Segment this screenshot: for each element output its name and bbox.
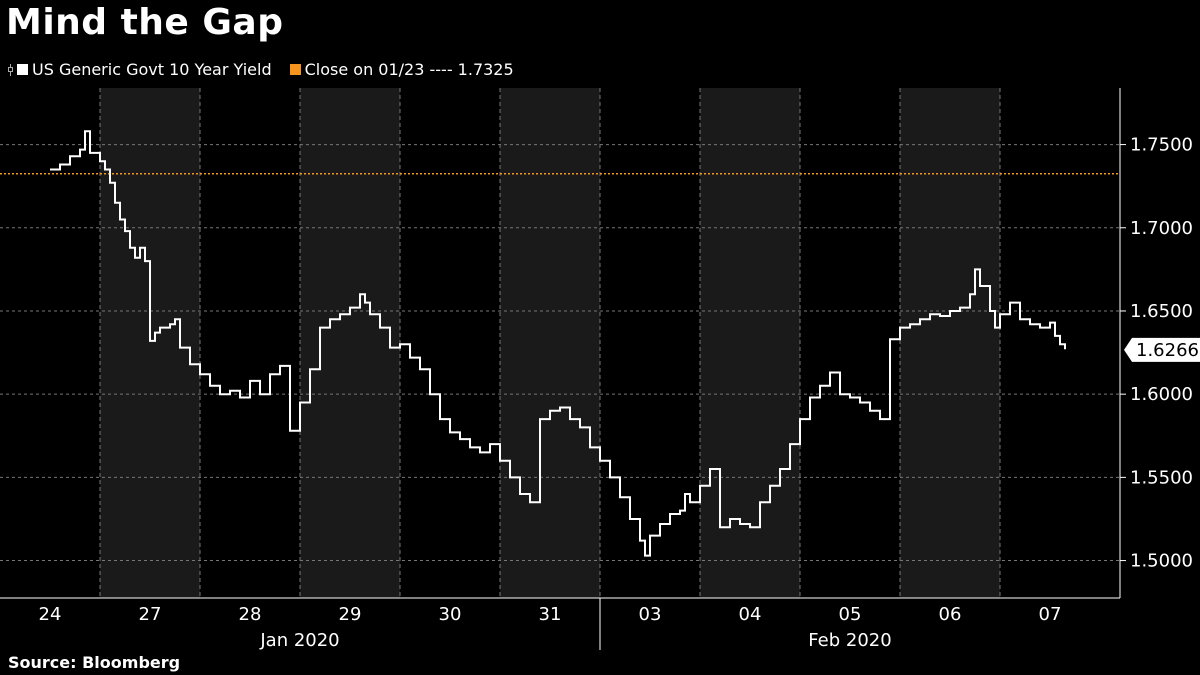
x-tick-label: 03	[639, 604, 662, 625]
x-tick-label: 30	[439, 604, 462, 625]
x-tick-label: 29	[339, 604, 362, 625]
legend: US Generic Govt 10 Year Yield Close on 0…	[8, 60, 532, 79]
x-tick-label: 28	[239, 604, 262, 625]
x-tick-label: 07	[1039, 604, 1062, 625]
chart-title: Mind the Gap	[6, 2, 284, 43]
y-tick-label: 1.5500	[1130, 467, 1193, 488]
orange-square-icon	[289, 64, 301, 75]
month-label-feb: Feb 2020	[808, 630, 891, 651]
x-tick-label: 27	[139, 604, 162, 625]
y-tick-label: 1.6000	[1130, 384, 1193, 405]
shaded-day-band	[700, 88, 800, 598]
y-tick-label: 1.5000	[1130, 551, 1193, 572]
last-value-badge	[1124, 337, 1200, 362]
yield-series-line	[50, 130, 1066, 557]
month-label-jan: Jan 2020	[259, 630, 339, 651]
legend-item-close: Close on 01/23 ---- 1.7325	[289, 60, 514, 79]
y-tick-label: 1.7000	[1130, 218, 1193, 239]
x-tick-label: 06	[939, 604, 962, 625]
shaded-day-band	[100, 88, 200, 598]
y-tick-label: 1.6500	[1130, 301, 1193, 322]
legend-label-yield: US Generic Govt 10 Year Yield	[32, 60, 272, 79]
candlestick-icon	[8, 63, 14, 76]
source-note: Source: Bloomberg	[8, 653, 181, 672]
white-square-icon	[17, 64, 28, 75]
x-tick-label: 04	[739, 604, 762, 625]
legend-item-yield: US Generic Govt 10 Year Yield	[8, 60, 272, 79]
shaded-day-band	[500, 88, 600, 598]
x-tick-label: 05	[839, 604, 862, 625]
shaded-day-band	[900, 88, 1000, 598]
legend-label-close: Close on 01/23 ---- 1.7325	[304, 60, 514, 79]
x-tick-label: 31	[539, 604, 562, 625]
y-tick-label: 1.7500	[1130, 135, 1193, 156]
shaded-day-band	[300, 88, 400, 598]
last-value-label: 1.6266	[1136, 340, 1199, 361]
x-tick-label: 24	[39, 604, 62, 625]
